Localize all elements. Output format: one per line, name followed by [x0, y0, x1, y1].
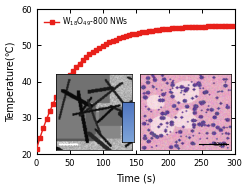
W$_{18}$O$_{49}$-800 NWs: [35, 147, 38, 150]
W$_{18}$O$_{49}$-800 NWs: [125, 35, 128, 37]
X-axis label: Time (s): Time (s): [116, 174, 155, 184]
Y-axis label: Temperature(℃): Temperature(℃): [5, 41, 16, 122]
Legend: W$_{18}$O$_{49}$-800 NWs: W$_{18}$O$_{49}$-800 NWs: [42, 14, 130, 30]
W$_{18}$O$_{49}$-800 NWs: [167, 28, 170, 30]
W$_{18}$O$_{49}$-800 NWs: [70, 72, 73, 74]
W$_{18}$O$_{49}$-800 NWs: [152, 29, 155, 32]
W$_{18}$O$_{49}$-800 NWs: [233, 25, 236, 27]
Line: W$_{18}$O$_{49}$-800 NWs: W$_{18}$O$_{49}$-800 NWs: [35, 24, 236, 150]
W$_{18}$O$_{49}$-800 NWs: [184, 26, 187, 29]
W$_{18}$O$_{49}$-800 NWs: [86, 55, 89, 57]
